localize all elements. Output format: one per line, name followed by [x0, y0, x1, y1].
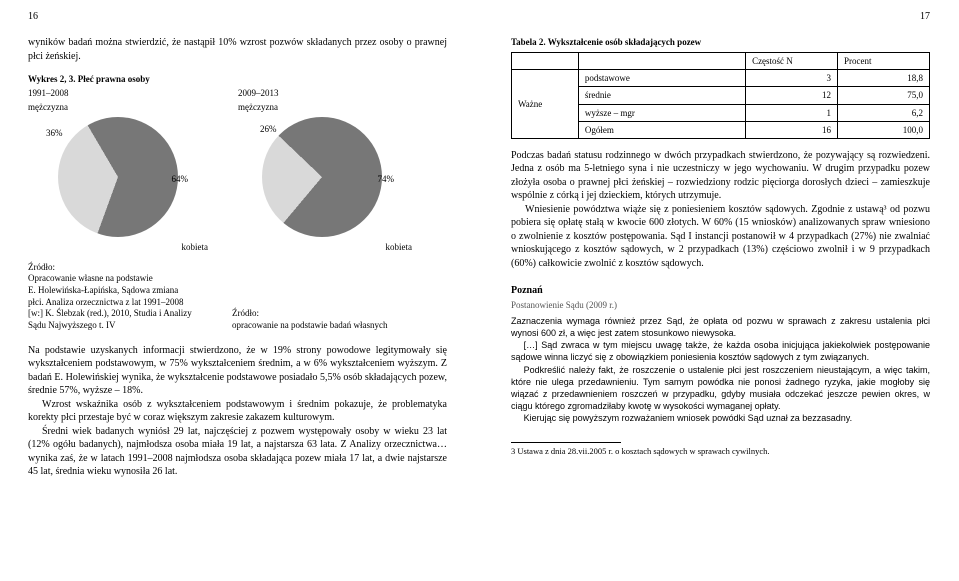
page-number-right: 17 — [920, 10, 930, 24]
cell: 75,0 — [838, 87, 930, 104]
quote-head: Poznań — [511, 284, 930, 298]
table-title: Tabela 2. Wykształcenie osób składającyc… — [511, 36, 930, 48]
quote-sub: Postanowienie Sądu (2009 r.) — [511, 299, 930, 311]
page-right: 17 Tabela 2. Wykształcenie osób składają… — [479, 0, 958, 581]
th-czestosc: Częstość N — [746, 53, 838, 70]
quote-p1: Zaznaczenia wymaga również przez Sąd, że… — [511, 315, 930, 339]
pie-1-graphic — [58, 117, 178, 237]
sources-row: Źródło:Opracowanie własne na podstawieE.… — [28, 262, 447, 332]
source-left: Źródło:Opracowanie własne na podstawieE.… — [28, 262, 208, 332]
pie1-pct-right: 64% — [172, 173, 189, 185]
pie-chart-2: 26% 74% kobieta — [232, 117, 412, 253]
pie1-kobieta: kobieta — [28, 241, 208, 253]
cell: średnie — [578, 87, 745, 104]
body-text-left: Na podstawie uzyskanych informacji stwie… — [28, 344, 447, 479]
cell: 12 — [746, 87, 838, 104]
label-m-left: mężczyzna — [28, 101, 238, 113]
quote-p4: Kierując się powyższym rozważaniem wnios… — [511, 412, 930, 424]
after-table-p2: Wniesienie powództwa wiąże się z poniesi… — [511, 203, 930, 271]
page-left: 16 wyników badań można stwierdzić, że na… — [0, 0, 479, 581]
rowgroup-wazne: Ważne — [512, 70, 579, 139]
para-1: Na podstawie uzyskanych informacji stwie… — [28, 344, 447, 398]
cell: 18,8 — [838, 70, 930, 87]
quote-p3: Podkreślić należy fakt, że roszczenie o … — [511, 364, 930, 413]
chart-title-label: Wykres 2, 3. Płeć prawna osoby — [28, 74, 150, 84]
pie-2-graphic — [262, 117, 382, 237]
table-header-row: Częstość N Procent — [512, 53, 930, 70]
cell: 16 — [746, 121, 838, 138]
chart-title: Wykres 2, 3. Płeć prawna osoby — [28, 73, 447, 85]
cell: Ogółem — [578, 121, 745, 138]
intro-paragraph: wyników badań można stwierdzić, że nastą… — [28, 36, 447, 63]
cell: wyższe – mgr — [578, 104, 745, 121]
footnote-rule — [511, 442, 621, 443]
para-3: Średni wiek badanych wyniósł 29 lat, naj… — [28, 425, 447, 479]
chart-years-row: 1991–2008 2009–2013 — [28, 87, 447, 99]
table-title-label: Tabela 2. Wykształcenie osób składającyc… — [511, 37, 701, 47]
pie2-pct-right: 74% — [378, 173, 395, 185]
after-table-p1: Podczas badań statusu rodzinnego w dwóch… — [511, 149, 930, 203]
cell: 1 — [746, 104, 838, 121]
quote-p2: […] Sąd zwraca w tym miejscu uwagę także… — [511, 339, 930, 363]
quote-body: Zaznaczenia wymaga również przez Sąd, że… — [511, 315, 930, 424]
year-right: 2009–2013 — [238, 87, 279, 99]
pie2-kobieta: kobieta — [232, 241, 412, 253]
cell: 6,2 — [838, 104, 930, 121]
para-2: Wzrost wskaźnika osób z wykształceniem p… — [28, 398, 447, 425]
pie2-pct-left: 26% — [260, 123, 277, 135]
source-right: Źródło:opracowanie na podstawie badań wł… — [232, 262, 412, 332]
page-number-left: 16 — [28, 10, 38, 24]
gender-labels: mężczyzna mężczyzna — [28, 101, 447, 113]
th-blank1 — [512, 53, 579, 70]
table-row: Ważne podstawowe 3 18,8 — [512, 70, 930, 87]
pie1-pct-left: 36% — [46, 127, 63, 139]
year-left: 1991–2008 — [28, 87, 238, 99]
th-procent: Procent — [838, 53, 930, 70]
cell: 100,0 — [838, 121, 930, 138]
education-table: Częstość N Procent Ważne podstawowe 3 18… — [511, 52, 930, 139]
quote-block: Poznań Postanowienie Sądu (2009 r.) Zazn… — [511, 284, 930, 424]
th-blank2 — [578, 53, 745, 70]
pie-chart-1: 36% 64% kobieta — [28, 117, 208, 253]
cell: podstawowe — [578, 70, 745, 87]
after-table-text: Podczas badań statusu rodzinnego w dwóch… — [511, 149, 930, 271]
cell: 3 — [746, 70, 838, 87]
quote-head-text: Poznań — [511, 285, 543, 296]
charts-row: 36% 64% kobieta 26% 74% kobieta — [28, 117, 447, 253]
label-m-right: mężczyzna — [238, 101, 278, 113]
footnote: 3 Ustawa z dnia 28.vii.2005 r. o kosztac… — [511, 446, 930, 457]
